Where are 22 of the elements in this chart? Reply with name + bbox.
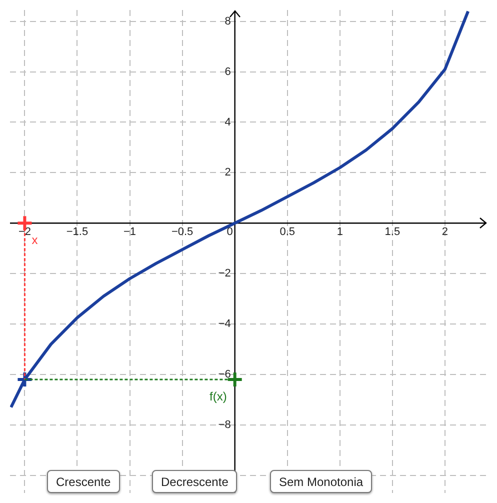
x-tick-label: −1: [124, 226, 136, 238]
y-tick-label: 2: [224, 166, 231, 179]
x-tick-label: 1: [336, 226, 343, 238]
annotation: f(x): [210, 390, 227, 404]
x-tick-label: −1.5: [66, 226, 88, 238]
y-tick-label: −8: [218, 418, 231, 431]
annotation: Sem Monotonia: [270, 470, 372, 493]
y-tick-label: 6: [224, 66, 231, 78]
y-tick-label: −4: [218, 318, 231, 330]
x-tick-label: −2: [18, 226, 31, 238]
y-tick-label: 8: [224, 15, 231, 28]
annotation: x: [32, 233, 38, 248]
x-tick-label: 2: [442, 226, 448, 238]
y-tick-label: 4: [224, 116, 231, 128]
y-tick-label: −6: [218, 368, 231, 380]
x-tick-label: 0.5: [280, 226, 296, 238]
x-tick-label: 1.5: [384, 226, 400, 238]
annotation: Decrescente: [152, 470, 238, 493]
annotation: Crescente: [47, 470, 120, 493]
x-tick-label: −0.5: [171, 226, 194, 238]
y-tick-label: −2: [218, 268, 231, 280]
x-tick-label: 0: [226, 226, 233, 238]
